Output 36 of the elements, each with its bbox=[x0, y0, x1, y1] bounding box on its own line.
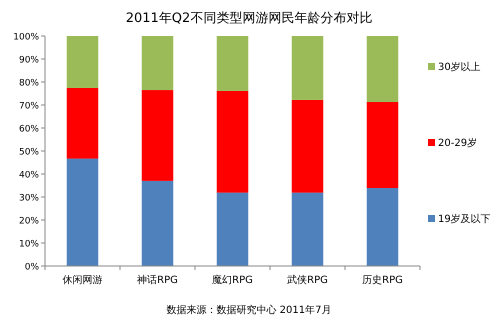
bar bbox=[142, 36, 174, 90]
bar bbox=[366, 36, 398, 102]
bar bbox=[292, 36, 324, 100]
bar bbox=[292, 100, 324, 193]
bar bbox=[292, 192, 324, 266]
bar bbox=[66, 158, 98, 266]
bar bbox=[142, 180, 174, 266]
bar bbox=[216, 90, 248, 193]
y-tick-label: 10% bbox=[18, 240, 40, 250]
y-tick-label: 20% bbox=[18, 216, 40, 226]
y-tick-label: 0% bbox=[24, 262, 40, 272]
bar bbox=[66, 88, 98, 159]
bar bbox=[366, 102, 398, 188]
bar bbox=[216, 192, 248, 266]
y-tick-label: 50% bbox=[18, 148, 40, 158]
legend-label: 20-29岁 bbox=[438, 137, 478, 149]
title: 2011年Q2不同类型网游网民年龄分布对比 bbox=[126, 11, 372, 26]
y-tick-label: 100% bbox=[13, 32, 40, 42]
x-tick-label: 神话RPG bbox=[137, 274, 178, 286]
y-tick-label: 80% bbox=[18, 78, 40, 88]
bar bbox=[216, 36, 248, 91]
x-tick-label: 魔幻RPG bbox=[212, 274, 253, 286]
x-tick-label: 历史RPG bbox=[362, 274, 403, 286]
y-tick-label: 60% bbox=[18, 124, 40, 134]
bar bbox=[366, 188, 398, 266]
y-tick-label: 90% bbox=[18, 56, 40, 66]
x-tick-label: 休闲网游 bbox=[62, 274, 102, 286]
legend-label: 30岁以上 bbox=[438, 61, 481, 73]
legend-label: 19岁及以下 bbox=[438, 213, 491, 225]
bar bbox=[66, 36, 98, 88]
x-tick-label: 武侠RPG bbox=[287, 274, 328, 286]
y-tick-label: 30% bbox=[18, 194, 40, 204]
y-tick-label: 70% bbox=[18, 102, 40, 112]
bar bbox=[142, 90, 174, 181]
y-tick-label: 40% bbox=[18, 170, 40, 180]
annotation: 数据来源：数据研究中心 2011年7月 bbox=[166, 305, 332, 316]
